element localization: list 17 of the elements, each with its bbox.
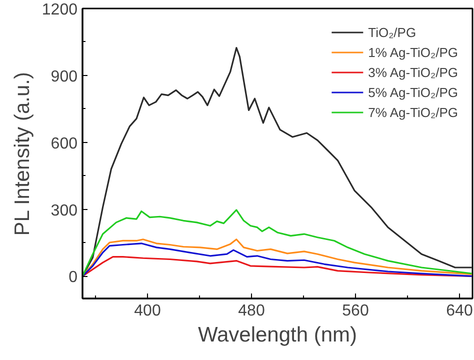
legend-label: 5% Ag-TiO₂/PG — [368, 84, 458, 100]
x-tick-label: 640 — [446, 302, 473, 320]
line-series — [82, 209, 472, 277]
x-tick-label: 560 — [342, 302, 369, 320]
y-axis-title: PL Intensity (a.u.) — [10, 72, 34, 236]
y-tick-label: 600 — [50, 135, 78, 152]
legend-label: 7% Ag-TiO₂/PG — [368, 104, 458, 120]
legend-label: 1% Ag-TiO₂/PG — [368, 44, 458, 60]
legend-label: 3% Ag-TiO₂/PG — [368, 64, 458, 80]
legend-label: TiO₂/PG — [368, 24, 416, 40]
x-axis-title: Wavelength (nm) — [198, 324, 358, 346]
y-tick-label: 0 — [68, 269, 78, 286]
y-tick-label: 1200 — [42, 2, 78, 18]
y-tick-label: 300 — [50, 202, 78, 220]
x-tick-label: 400 — [134, 302, 161, 320]
x-tick-label: 480 — [238, 302, 265, 320]
y-tick-label: 900 — [50, 68, 78, 86]
